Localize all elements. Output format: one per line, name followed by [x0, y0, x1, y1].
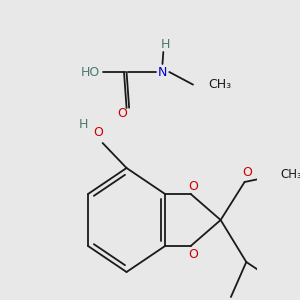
Text: O: O [117, 107, 127, 120]
Text: O: O [188, 248, 198, 262]
Text: CH₃: CH₃ [280, 169, 300, 182]
Text: O: O [93, 127, 103, 140]
Text: CH₃: CH₃ [208, 78, 232, 91]
Text: H: H [160, 38, 170, 50]
Text: N: N [158, 65, 167, 79]
Text: H: H [79, 118, 88, 131]
Text: O: O [188, 179, 198, 193]
Text: HO: HO [81, 65, 100, 79]
Text: O: O [242, 166, 252, 178]
